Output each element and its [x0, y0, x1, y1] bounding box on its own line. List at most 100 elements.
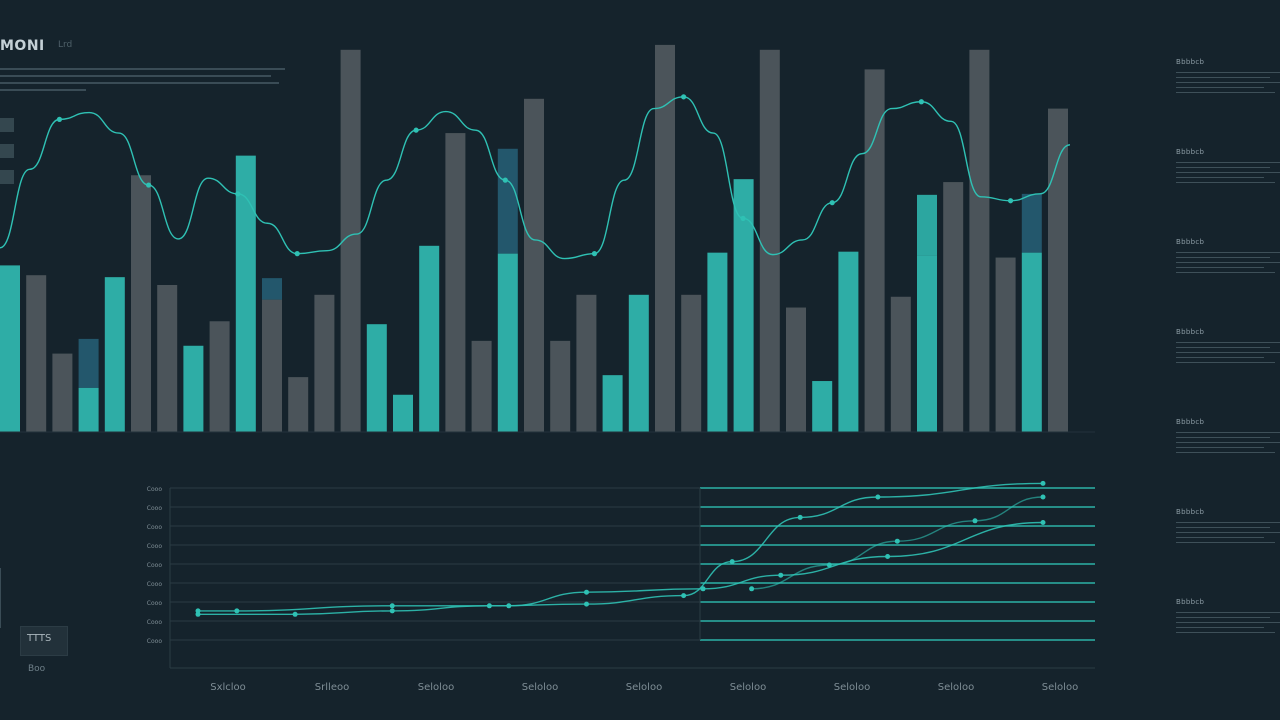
- bar: [497, 253, 518, 432]
- series-point: [826, 562, 832, 568]
- series-point: [749, 586, 755, 592]
- bar: [602, 375, 623, 432]
- overlay-line: [0, 96, 1071, 260]
- bar: [262, 299, 282, 432]
- x-tick-label: Srlleoo: [315, 682, 349, 693]
- bar-chart: [0, 44, 1095, 433]
- series-point: [584, 601, 590, 607]
- mini-legend: [0, 118, 14, 196]
- y-tick-label: Cooo: [147, 619, 163, 626]
- corner-badge[interactable]: TTTS: [20, 626, 68, 656]
- bar: [550, 340, 571, 432]
- overlay-point: [1007, 198, 1014, 204]
- overlay-point: [740, 215, 746, 221]
- series-point: [700, 586, 706, 592]
- bar: [576, 294, 597, 432]
- side-panel: Bbbbcb Bbbbcb Bbbbcb Bbbbcb Bbbbcb Bbbbcb Bbbb…: [1176, 58, 1280, 688]
- overlay-point: [681, 94, 687, 100]
- side-panel-item: Bbbbcb: [1176, 418, 1280, 508]
- bar: [340, 49, 361, 433]
- y-tick-label: Cooo: [147, 581, 163, 588]
- y-tick-label: Cooo: [147, 562, 163, 569]
- bar: [471, 340, 492, 432]
- side-panel-item: Bbbbcb: [1176, 238, 1280, 328]
- bar: [183, 345, 204, 432]
- bar: [52, 353, 73, 432]
- bar: [104, 277, 125, 432]
- x-tick-label: Seloloo: [938, 682, 974, 693]
- series-point: [292, 611, 298, 617]
- bar: [288, 377, 309, 432]
- series-point: [1040, 494, 1046, 500]
- bar: [759, 49, 780, 433]
- side-panel-item: Bbbbcb: [1176, 148, 1280, 238]
- series-line: [197, 482, 1044, 616]
- x-tick-label: Seloloo: [418, 682, 454, 693]
- series-point: [1040, 480, 1046, 486]
- bar: [707, 252, 728, 432]
- bar-cap: [262, 278, 282, 300]
- bar: [235, 155, 256, 432]
- x-tick-label: Sxlcloo: [210, 682, 246, 693]
- series-point: [389, 603, 395, 609]
- overlay-point: [294, 251, 300, 257]
- series-point: [486, 603, 492, 609]
- side-panel-item-label: Bbbbcb: [1176, 598, 1205, 606]
- overlay-point: [918, 99, 924, 105]
- bar: [838, 251, 859, 432]
- series-point: [584, 589, 590, 595]
- bar: [393, 394, 413, 432]
- bar-cap: [1021, 193, 1042, 253]
- bar: [1021, 252, 1042, 432]
- series-point: [894, 538, 900, 544]
- bar: [314, 294, 335, 432]
- side-panel-item-label: Bbbbcb: [1176, 418, 1205, 426]
- series-point: [797, 514, 803, 520]
- overlay-point: [591, 251, 598, 257]
- series-line: [198, 521, 1044, 612]
- x-tick-label: Seloloo: [626, 682, 662, 693]
- legend-swatch: [0, 118, 14, 132]
- series-point: [875, 494, 881, 500]
- bar: [209, 321, 230, 432]
- y-tick-label: Cooo: [147, 486, 163, 493]
- bar: [864, 69, 885, 433]
- overlay-point: [502, 177, 508, 183]
- bar: [681, 294, 702, 432]
- bar: [157, 285, 178, 432]
- y-tick-label: Cooo: [147, 600, 163, 607]
- bar: [0, 265, 20, 432]
- bar: [786, 307, 806, 432]
- bar: [733, 179, 754, 432]
- corner-badge-sublabel: Boo: [28, 664, 46, 674]
- divider: [0, 568, 1, 628]
- bar: [628, 294, 649, 432]
- bar: [995, 257, 1016, 432]
- bar: [419, 245, 440, 432]
- side-panel-item: Bbbbcb: [1176, 598, 1280, 688]
- series-point: [1040, 520, 1046, 525]
- bar: [917, 255, 937, 432]
- y-tick-label: Cooo: [147, 638, 163, 645]
- legend-swatch: [0, 170, 14, 184]
- bar-cap: [497, 148, 518, 254]
- side-panel-item: Bbbbcb: [1176, 58, 1280, 148]
- bar-cap: [78, 338, 99, 388]
- x-tick-label: Seloloo: [1042, 682, 1078, 693]
- overlay-point: [413, 127, 419, 133]
- bar: [969, 49, 990, 433]
- y-tick-label: Cooo: [147, 524, 163, 531]
- x-tick-label: Seloloo: [522, 682, 558, 693]
- series-point: [885, 554, 891, 559]
- bar: [366, 324, 387, 432]
- side-panel-item-label: Bbbbcb: [1176, 238, 1205, 246]
- y-tick-label: Cooo: [147, 505, 163, 512]
- bar: [812, 381, 833, 432]
- series-point: [972, 518, 978, 524]
- overlay-point: [146, 182, 152, 188]
- bar: [26, 275, 47, 432]
- overlay-point: [56, 116, 63, 122]
- series-point: [681, 593, 687, 599]
- bar: [78, 387, 99, 432]
